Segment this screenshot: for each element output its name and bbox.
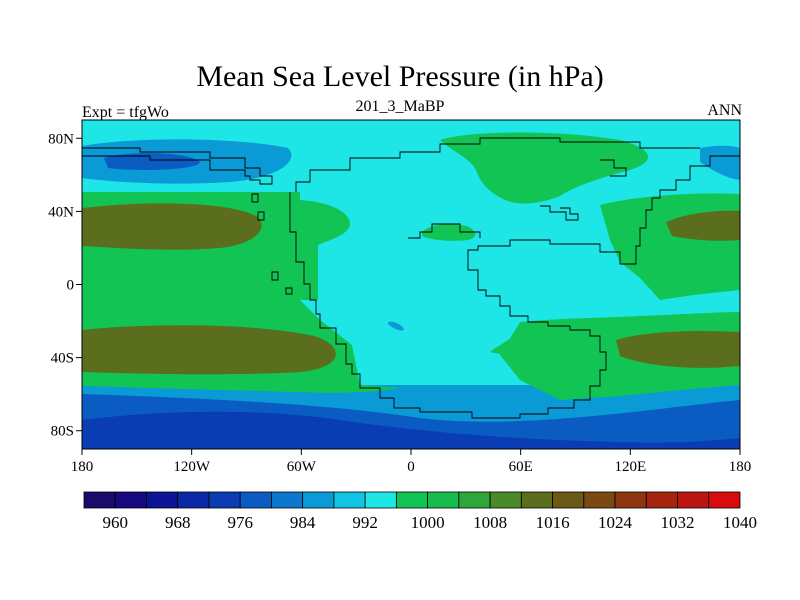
map-field: [82, 120, 740, 449]
colorbar-swatch: [364, 491, 397, 509]
colorbar-label: 1024: [598, 513, 633, 532]
field-olive-sh-east: [616, 330, 740, 368]
x-tick-label: 120E: [614, 459, 646, 475]
colorbar-swatch: [395, 491, 429, 509]
colorbar-swatch: [83, 491, 116, 509]
field-green-sh-africa: [490, 330, 523, 356]
season-label: ANN: [707, 102, 742, 119]
y-tick-label: 40N: [48, 204, 74, 220]
colorbar-label: 1000: [411, 513, 445, 532]
colorbar-swatch: [239, 491, 272, 509]
colorbar-swatch: [302, 491, 335, 509]
field-blue-north-east: [700, 145, 740, 180]
colorbar-swatch: [427, 491, 460, 509]
coastline-north-east: [600, 159, 627, 177]
colorbar-swatch: [489, 491, 522, 509]
coastline-mediterranean: [408, 223, 481, 239]
colorbar-label: 968: [165, 513, 191, 532]
x-tick-label: 60W: [287, 459, 317, 475]
colorbar-label: 960: [102, 513, 128, 532]
colorbar-swatch: [333, 491, 366, 509]
x-tick-label: 120W: [173, 459, 211, 475]
axis-ticks: 180 120W 60W 0 60E 120E 180 80N 40N 0 40S 80S: [48, 131, 751, 475]
coastline-north-america: [82, 147, 273, 185]
colorbar-label: 1040: [723, 513, 757, 532]
colorbar-label: 976: [227, 513, 253, 532]
field-blue-hole: [388, 321, 404, 331]
colorbar-swatch: [458, 491, 491, 509]
colorbar-swatch: [708, 491, 741, 509]
colorbar-swatch: [583, 491, 616, 509]
colorbar-label: 984: [290, 513, 316, 532]
x-tick-label: 0: [407, 459, 415, 475]
x-tick-label: 60E: [509, 459, 533, 475]
y-tick-label: 0: [67, 278, 75, 294]
coastline-inner-sea: [540, 205, 579, 221]
coastlines: [82, 137, 740, 419]
case-label: 201_3_MaBP: [355, 98, 445, 115]
x-tick-label: 180: [729, 459, 752, 475]
y-tick-label: 40S: [51, 351, 74, 367]
y-tick-label: 80S: [51, 424, 74, 440]
coastline-arctic: [295, 137, 700, 192]
experiment-label: Expt = tfgWo: [82, 104, 169, 121]
colorbar-swatch: [208, 491, 241, 509]
colorbar-swatch: [271, 491, 304, 509]
field-olive-nh-west: [82, 203, 262, 250]
colorbar-label: 1016: [536, 513, 570, 532]
field-olive-nh-east: [666, 210, 740, 241]
x-tick-label: 180: [71, 459, 94, 475]
coastline-continent-west: [289, 155, 740, 419]
map-title: Mean Sea Level Pressure (in hPa): [196, 60, 604, 93]
colorbar-swatch: [520, 491, 553, 509]
field-green-mediterranean: [422, 224, 476, 241]
colorbar-swatch: [177, 491, 210, 509]
colorbar: 960 968 976 984 992 1000 1008 1016 1024 1032 1040: [83, 491, 757, 532]
colorbar-swatch: [114, 491, 147, 509]
colorbar-label: 1008: [473, 513, 507, 532]
colorbar-swatch: [552, 491, 585, 509]
colorbar-swatch: [645, 491, 678, 509]
field-green-arctic: [440, 132, 649, 204]
colorbar-label: 992: [352, 513, 378, 532]
coastline-islands: [251, 193, 293, 295]
colorbar-swatch: [614, 491, 647, 509]
y-tick-label: 80N: [48, 131, 74, 147]
colorbar-swatch: [146, 491, 179, 509]
field-olive-sh-west: [82, 325, 336, 375]
field-band-south-deep: [82, 411, 740, 449]
field-blue-north-west-core: [104, 153, 200, 170]
colorbar-label: 1032: [661, 513, 695, 532]
colorbar-swatch: [677, 491, 710, 509]
